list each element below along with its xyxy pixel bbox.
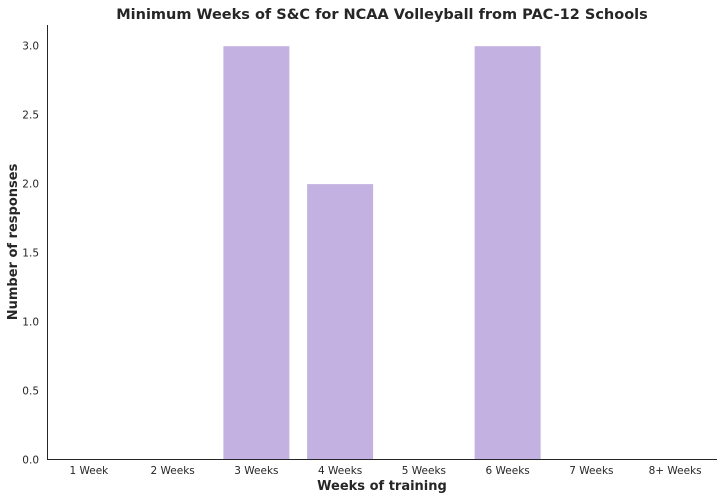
bar-3-weeks	[222, 45, 291, 460]
x-tick-label: 7 Weeks	[569, 465, 613, 477]
y-axis-ticks: 0.0 0.5 1.0 1.5 2.0 2.5 3.0	[22, 40, 39, 466]
y-tick-label: 2.5	[22, 109, 39, 121]
bars-group	[222, 45, 542, 460]
y-tick-label: 2.0	[22, 178, 39, 190]
x-tick-label: 8+ Weeks	[649, 465, 702, 477]
y-tick-label: 0.0	[22, 454, 39, 466]
x-tick-label: 3 Weeks	[234, 465, 278, 477]
x-axis-ticks: 1 Week 2 Weeks 3 Weeks 4 Weeks 5 Weeks 6 Week…	[69, 465, 701, 477]
x-axis-label: Weeks of training	[317, 479, 447, 494]
y-tick-label: 0.5	[22, 385, 39, 397]
x-tick-label: 5 Weeks	[402, 465, 446, 477]
chart-title: Minimum Weeks of S&C for NCAA Volleyball…	[116, 7, 648, 23]
x-tick-label: 4 Weeks	[318, 465, 362, 477]
x-tick-label: 2 Weeks	[150, 465, 194, 477]
x-tick-label: 6 Weeks	[485, 465, 529, 477]
y-tick-label: 3.0	[22, 40, 39, 52]
y-tick-label: 1.5	[22, 247, 39, 259]
bar-4-weeks	[306, 183, 375, 460]
y-tick-label: 1.0	[22, 316, 39, 328]
x-tick-label: 1 Week	[69, 465, 109, 477]
bar-6-weeks	[473, 45, 542, 460]
y-axis-label: Number of responses	[6, 163, 21, 320]
